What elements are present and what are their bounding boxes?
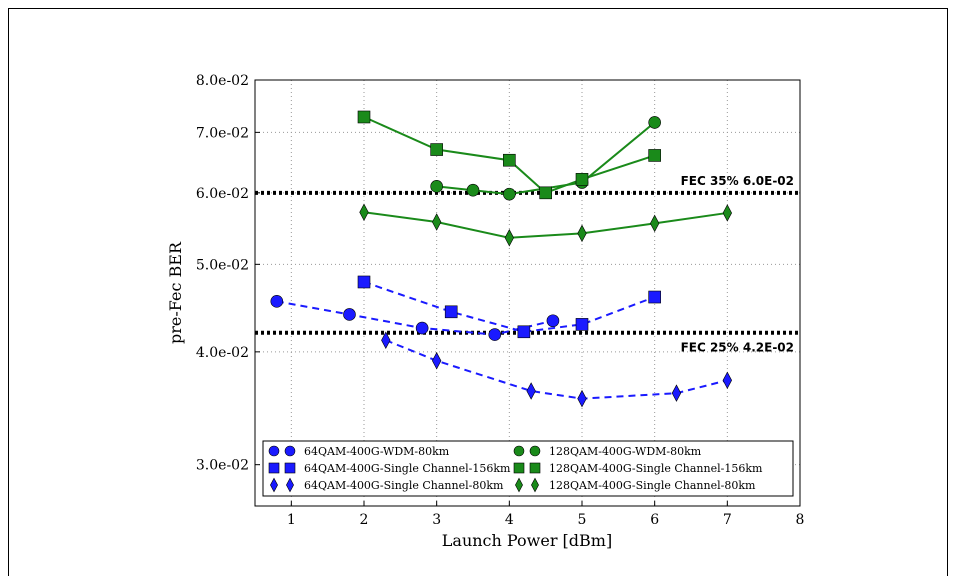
y-tick-label: 7.0e-02 bbox=[196, 125, 249, 141]
data-point bbox=[648, 149, 661, 162]
x-tick-label: 1 bbox=[287, 512, 296, 528]
data-point bbox=[504, 229, 514, 247]
series-line bbox=[363, 211, 728, 239]
y-tick-label: 8.0e-02 bbox=[196, 73, 249, 89]
data-point bbox=[503, 187, 516, 201]
data-point bbox=[488, 328, 502, 341]
series-2 bbox=[381, 331, 732, 408]
figure-frame bbox=[8, 8, 948, 576]
legend-marker bbox=[284, 445, 296, 457]
data-point bbox=[432, 213, 442, 231]
y-tick-label: 5.0e-02 bbox=[196, 257, 249, 273]
legend-item: 64QAM-400G-Single Channel-80km bbox=[270, 477, 504, 493]
data-point bbox=[432, 352, 442, 370]
legend-marker bbox=[268, 445, 280, 457]
legend-marker bbox=[513, 445, 525, 457]
legend-item: 128QAM-400G-Single Channel-80km bbox=[515, 477, 756, 493]
y-tick-label: 4.0e-02 bbox=[196, 345, 249, 361]
series-4 bbox=[357, 110, 661, 200]
fec-threshold-label: FEC 35% 6.0E-02 bbox=[681, 174, 794, 188]
fec-threshold-label: FEC 25% 4.2E-02 bbox=[681, 341, 794, 355]
data-point bbox=[517, 325, 531, 339]
axis-ticks: 1 2 3 4 5 6 7 8 3.0e-02 4.0e-02 5.0e-02 6.0e-02 7.0e… bbox=[196, 73, 805, 528]
legend-marker bbox=[513, 462, 525, 474]
x-tick-label: 6 bbox=[650, 512, 659, 528]
legend-marker bbox=[268, 462, 280, 474]
legend-item: 64QAM-400G-Single Channel-156km bbox=[268, 462, 511, 475]
legend-marker bbox=[531, 477, 539, 493]
data-point bbox=[343, 308, 356, 321]
legend-label: 128QAM-400G-Single Channel-156km bbox=[549, 462, 763, 475]
data-point bbox=[526, 382, 536, 400]
data-point bbox=[575, 173, 589, 186]
legend-marker bbox=[270, 477, 278, 493]
legend-item: 128QAM-400G-WDM-80km bbox=[513, 445, 702, 458]
legend: 64QAM-400G-WDM-80km 64QAM-400G-Single Cha… bbox=[262, 440, 794, 497]
data-point bbox=[722, 371, 732, 390]
series-5 bbox=[359, 203, 732, 247]
series-1 bbox=[357, 275, 661, 339]
data-point bbox=[722, 204, 732, 222]
x-tick-label: 5 bbox=[578, 512, 587, 528]
data-point bbox=[577, 224, 587, 243]
legend-label: 64QAM-400G-Single Channel-80km bbox=[304, 479, 504, 492]
data-point bbox=[650, 214, 660, 233]
legend-label: 128QAM-400G-Single Channel-80km bbox=[549, 479, 756, 492]
data-point bbox=[577, 389, 587, 408]
legend-item: 128QAM-400G-Single Channel-156km bbox=[513, 462, 763, 475]
legend-marker bbox=[529, 462, 541, 474]
x-tick-label: 3 bbox=[432, 512, 441, 528]
series-layer bbox=[270, 110, 732, 408]
series-line bbox=[363, 116, 655, 194]
legend-box bbox=[262, 440, 794, 497]
x-tick-label: 2 bbox=[360, 512, 369, 528]
data-point bbox=[430, 180, 443, 193]
legend-marker bbox=[529, 445, 541, 457]
data-point bbox=[546, 314, 560, 328]
data-point bbox=[415, 321, 429, 335]
data-point bbox=[444, 305, 458, 319]
data-point bbox=[359, 203, 369, 221]
data-point bbox=[357, 275, 371, 289]
legend-label: 64QAM-400G-Single Channel-156km bbox=[304, 462, 511, 475]
data-point bbox=[503, 153, 516, 167]
legend-marker bbox=[515, 477, 523, 493]
x-tick-label: 8 bbox=[796, 512, 805, 528]
data-point bbox=[648, 116, 661, 129]
data-point bbox=[357, 110, 371, 124]
data-point bbox=[270, 295, 284, 308]
plot-area bbox=[255, 80, 800, 506]
x-tick-label: 4 bbox=[505, 512, 514, 528]
data-point bbox=[539, 186, 552, 200]
series-line bbox=[363, 281, 656, 333]
data-point bbox=[671, 384, 682, 402]
data-point bbox=[466, 183, 480, 197]
data-point bbox=[430, 143, 443, 156]
x-tick-label: 7 bbox=[723, 512, 732, 528]
y-axis-title: pre-Fec BER bbox=[166, 241, 185, 344]
x-axis-title: Launch Power [dBm] bbox=[442, 531, 612, 550]
legend-marker bbox=[286, 477, 294, 493]
y-tick-label: 3.0e-02 bbox=[196, 458, 249, 474]
plot-border bbox=[254, 79, 801, 507]
legend-label: 128QAM-400G-WDM-80km bbox=[549, 445, 702, 458]
data-point bbox=[381, 331, 391, 349]
legend-marker bbox=[284, 462, 296, 474]
data-point bbox=[648, 290, 661, 304]
legend-label: 64QAM-400G-WDM-80km bbox=[304, 445, 450, 458]
data-point bbox=[575, 318, 589, 331]
y-tick-label: 6.0e-02 bbox=[196, 186, 249, 202]
legend-item: 64QAM-400G-WDM-80km bbox=[268, 445, 450, 458]
